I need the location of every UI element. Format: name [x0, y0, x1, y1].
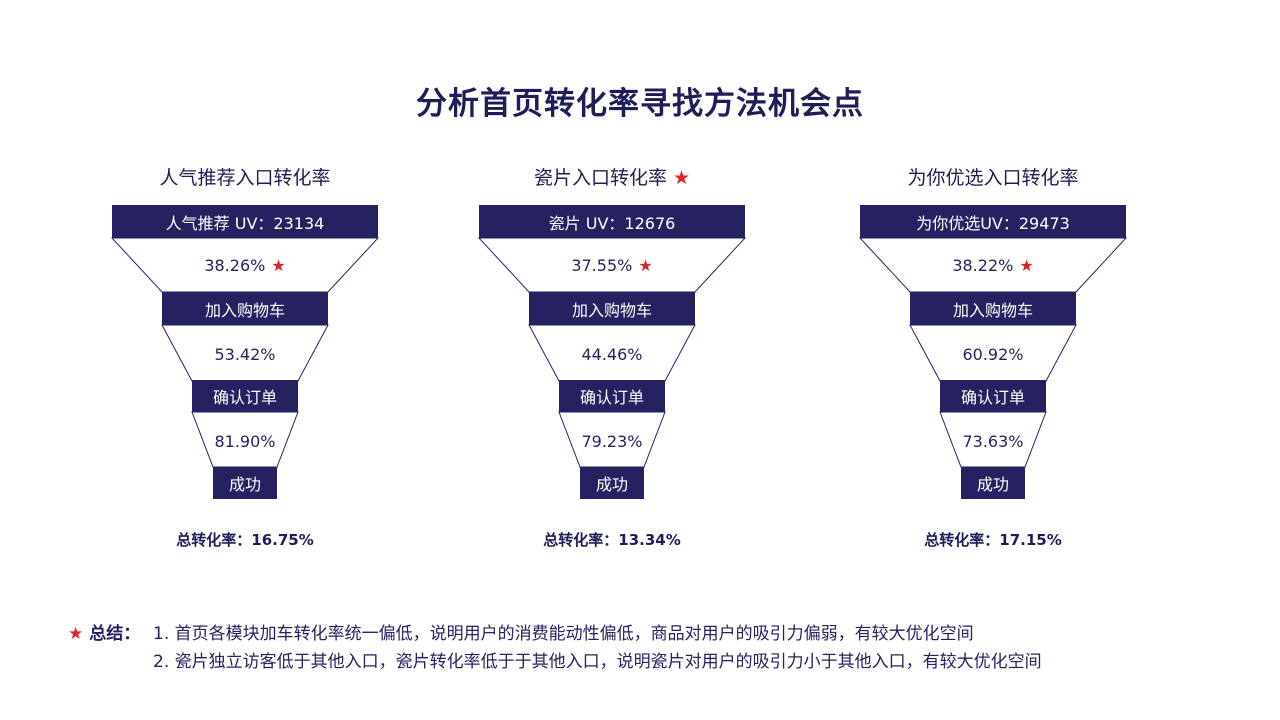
funnel-stage-cart: 加入购物车 — [910, 292, 1076, 325]
funnel-connectors — [110, 237, 380, 468]
summary-row-2: 2. 瓷片独立访客低于其他入口，瓷片转化率低于于其他入口，说明瓷片对用户的吸引力… — [68, 648, 1042, 676]
page-title: 分析首页转化率寻找方法机会点 — [416, 86, 864, 122]
funnel-stage-order: 确认订单 — [940, 380, 1046, 412]
star-icon: ★ — [68, 624, 84, 644]
rate-value: 37.55% — [571, 256, 633, 275]
funnel-rate-3: 79.23% — [581, 432, 643, 451]
funnel-stage-success: 成功 — [580, 467, 644, 499]
total-conversion: 总转化率：17.15% — [924, 531, 1062, 549]
funnel-rate-2: 60.92% — [962, 345, 1024, 364]
funnel-stage-success: 成功 — [961, 467, 1025, 499]
summary-row-1: ★ 总结： 1. 首页各模块加车转化率统一偏低，说明用户的消费能动性偏低，商品对用… — [68, 620, 1042, 648]
funnel-stage-order: 确认订单 — [559, 380, 665, 412]
funnel-stage-uv: 人气推荐 UV：23134 — [112, 205, 378, 238]
funnel-rate-3: 81.90% — [214, 432, 276, 451]
summary-line-2: 2. 瓷片独立访客低于其他入口，瓷片转化率低于于其他入口，说明瓷片对用户的吸引力… — [153, 652, 1042, 672]
funnel-title-text: 瓷片入口转化率 — [533, 167, 667, 189]
summary-label: ★ 总结： — [68, 620, 153, 648]
funnel-rate-1: 38.26% ★ — [145, 256, 345, 275]
rate-value: 38.26% — [204, 256, 266, 275]
funnel-title-text: 为你优选入口转化率 — [907, 167, 1079, 189]
funnel-stage-order: 确认订单 — [192, 380, 298, 412]
summary-line-1: 1. 首页各模块加车转化率统一偏低，说明用户的消费能动性偏低，商品对用户的吸引力… — [153, 624, 974, 644]
funnel-title: 为你优选入口转化率 — [793, 163, 1193, 190]
funnel-rate-2: 53.42% — [214, 345, 276, 364]
summary-indent — [68, 648, 153, 676]
summary-label-text: 总结： — [89, 624, 141, 644]
star-icon: ★ — [271, 256, 286, 275]
summary: ★ 总结： 1. 首页各模块加车转化率统一偏低，说明用户的消费能动性偏低，商品对用… — [68, 620, 1042, 676]
funnel-stage-uv: 为你优选UV：29473 — [860, 205, 1126, 238]
funnel-title-text: 人气推荐入口转化率 — [159, 167, 331, 189]
star-icon: ★ — [638, 256, 653, 275]
funnel-rate-3: 73.63% — [962, 432, 1024, 451]
funnel-picked-for-you: 为你优选入口转化率 为你优选UV：29473 38.22% ★ 加入购物车 60.… — [793, 0, 1193, 560]
funnel-stage-uv: 瓷片 UV：12676 — [479, 205, 745, 238]
funnel-stage-cart: 加入购物车 — [529, 292, 695, 325]
funnel-tile: 瓷片入口转化率 ★ 瓷片 UV：12676 37.55% ★ 加入购物车 44.46… — [412, 0, 812, 560]
funnel-rate-1: 37.55% ★ — [512, 256, 712, 275]
funnel-title: 人气推荐入口转化率 — [45, 163, 445, 190]
rate-value: 38.22% — [952, 256, 1014, 275]
total-conversion: 总转化率：13.34% — [543, 531, 681, 549]
funnel-title: 瓷片入口转化率 ★ — [412, 163, 812, 190]
total-conversion: 总转化率：16.75% — [176, 531, 314, 549]
star-icon: ★ — [1019, 256, 1034, 275]
funnel-connectors — [477, 237, 747, 468]
funnel-connectors — [858, 237, 1128, 468]
funnel-rate-1: 38.22% ★ — [893, 256, 1093, 275]
funnel-popular-recommend: 人气推荐入口转化率 人气推荐 UV：23134 38.26% ★ 加入购物车 53… — [45, 0, 445, 560]
funnel-stage-cart: 加入购物车 — [162, 292, 328, 325]
star-icon: ★ — [672, 167, 691, 189]
funnel-stage-success: 成功 — [213, 467, 277, 499]
funnel-rate-2: 44.46% — [581, 345, 643, 364]
